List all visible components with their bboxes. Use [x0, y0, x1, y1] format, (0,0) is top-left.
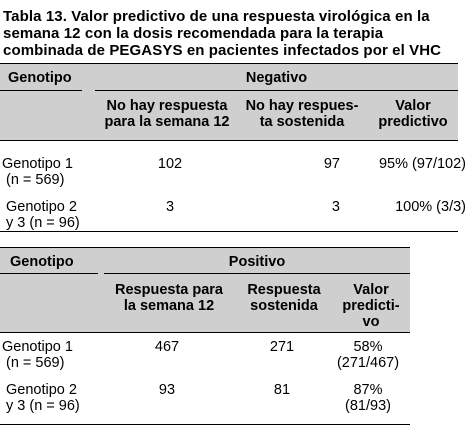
genotype-header: Genotipo — [8, 70, 72, 86]
value-cell: 81 — [273, 382, 291, 398]
value-cell: 3 — [165, 199, 175, 215]
column-header: Valor predictivo — [378, 98, 448, 130]
table-caption: Tabla 13. Valor predictivo de una respue… — [3, 8, 471, 59]
genotype-header: Genotipo — [10, 254, 74, 270]
header-band — [0, 64, 458, 140]
genotype-cell: Genotipo 2 y 3 (n = 96) — [6, 199, 80, 231]
column-header: Valor predicti- vo — [342, 282, 400, 330]
caption-line: combinada de PEGASYS en pacientes infect… — [3, 42, 442, 59]
table-rule — [0, 231, 458, 232]
genotype-cell: Genotipo 1 (n = 569) — [2, 156, 73, 188]
table-rule — [95, 90, 458, 91]
value-cell: 467 — [154, 339, 180, 355]
column-header: No hay respuesta para la semana 12 — [104, 98, 230, 130]
group-header: Negativo — [245, 70, 308, 86]
table-rule — [0, 140, 458, 141]
table-rule — [104, 273, 410, 274]
value-cell: 97 — [323, 156, 340, 172]
table-rule — [0, 90, 82, 91]
table-rule — [0, 273, 98, 274]
caption-line: semana 12 con la dosis recomendada para … — [3, 25, 384, 42]
table-rule — [0, 247, 410, 248]
table-rule — [0, 332, 410, 333]
value-cell: 102 — [157, 156, 183, 172]
caption-line: Tabla 13. Valor predictivo de una respue… — [3, 8, 430, 25]
column-header: Respuesta sostenida — [247, 282, 321, 314]
genotype-cell: Genotipo 2 y 3 (n = 96) — [6, 382, 80, 414]
value-cell: 87% (81/93) — [345, 382, 391, 414]
column-header: Respuesta para la semana 12 — [115, 282, 223, 314]
group-header: Positivo — [228, 254, 286, 270]
value-cell: 93 — [158, 382, 176, 398]
value-cell: 58% (271/467) — [336, 339, 400, 371]
column-header: No hay respues- ta sostenida — [245, 98, 359, 130]
table-rule — [0, 63, 458, 64]
value-cell: 100% (3/3) — [395, 199, 466, 215]
genotype-cell: Genotipo 1 (n = 569) — [2, 339, 73, 371]
header-band — [0, 248, 410, 332]
table-rule — [0, 424, 410, 425]
value-cell: 271 — [269, 339, 295, 355]
value-cell: 3 — [331, 199, 340, 215]
value-cell: 95% (97/102) — [378, 156, 466, 172]
